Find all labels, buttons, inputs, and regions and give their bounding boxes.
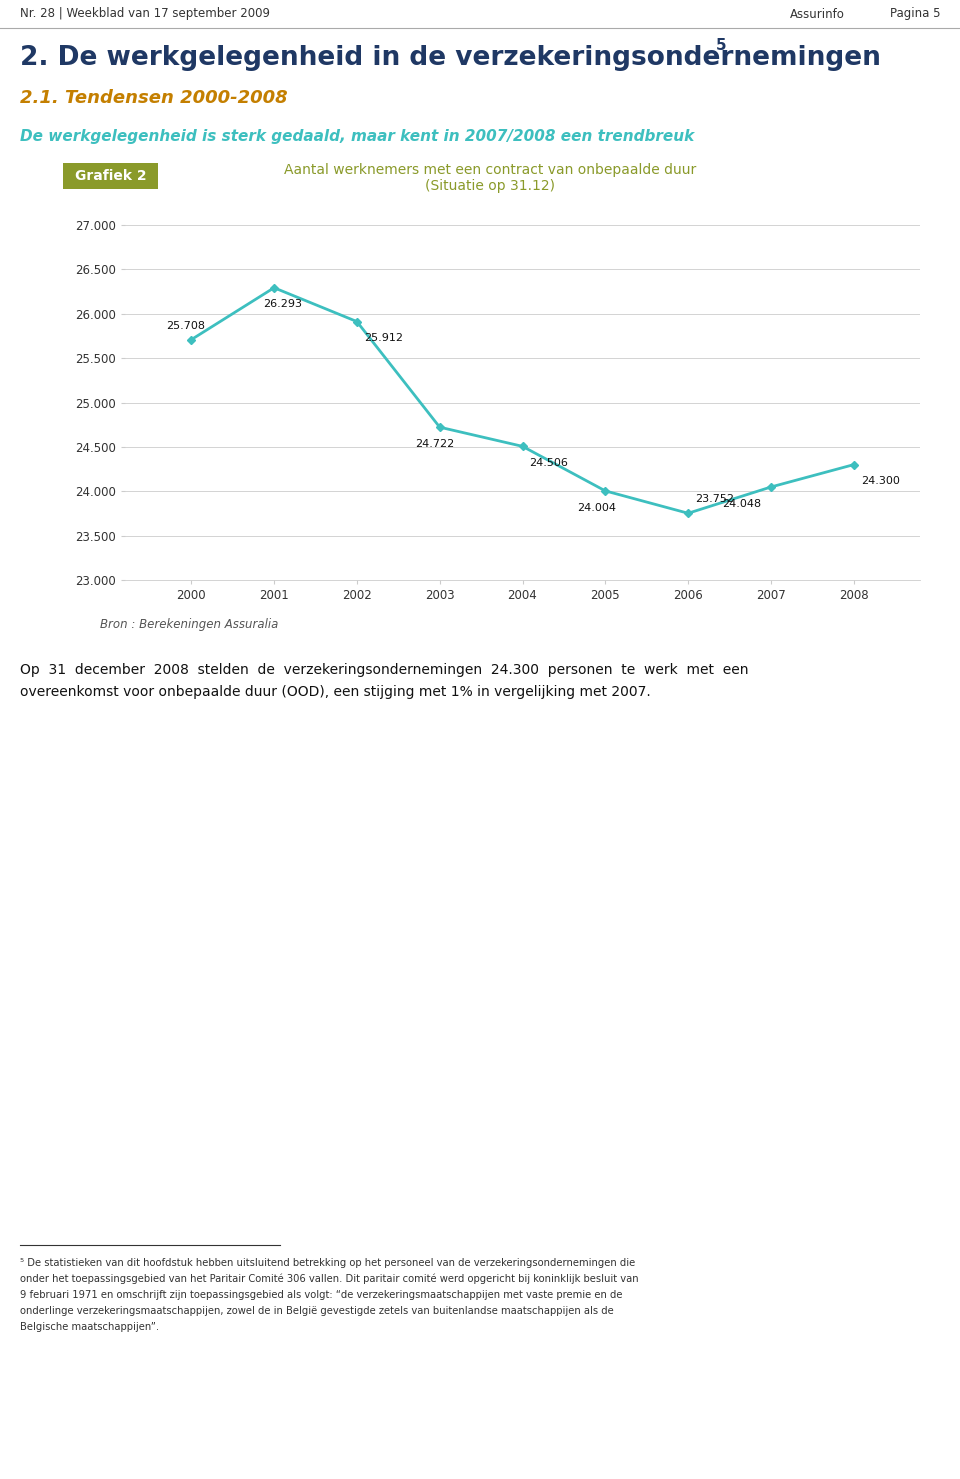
Text: onder het toepassingsgebied van het Paritair Comité 306 vallen. Dit paritair com: onder het toepassingsgebied van het Pari… xyxy=(20,1273,638,1284)
Text: Bron : Berekeningen Assuralia: Bron : Berekeningen Assuralia xyxy=(100,618,278,632)
Text: 23.752: 23.752 xyxy=(695,494,734,504)
Text: Belgische maatschappijen”.: Belgische maatschappijen”. xyxy=(20,1322,159,1333)
Text: 5: 5 xyxy=(716,38,727,53)
Text: 25.708: 25.708 xyxy=(166,321,205,331)
Text: Nr. 28 | Weekblad van 17 september 2009: Nr. 28 | Weekblad van 17 september 2009 xyxy=(20,7,270,21)
Text: 2. De werkgelegenheid in de verzekeringsondernemingen: 2. De werkgelegenheid in de verzekerings… xyxy=(20,44,881,71)
Text: 24.506: 24.506 xyxy=(530,458,568,467)
Text: 24.722: 24.722 xyxy=(415,439,454,448)
Text: De werkgelegenheid is sterk gedaald, maar kent in 2007/2008 een trendbreuk: De werkgelegenheid is sterk gedaald, maa… xyxy=(20,129,694,143)
Text: 2.1. Tendensen 2000-2008: 2.1. Tendensen 2000-2008 xyxy=(20,89,288,106)
Text: 9 februari 1971 en omschrijft zijn toepassingsgebied als volgt: “de verzekerings: 9 februari 1971 en omschrijft zijn toepa… xyxy=(20,1290,622,1300)
FancyBboxPatch shape xyxy=(63,163,158,189)
Text: Op  31  december  2008  stelden  de  verzekeringsondernemingen  24.300  personen: Op 31 december 2008 stelden de verzekeri… xyxy=(20,663,749,677)
Text: onderlinge verzekeringsmaatschappijen, zowel de in België gevestigde zetels van : onderlinge verzekeringsmaatschappijen, z… xyxy=(20,1306,613,1316)
Text: Assurinfo: Assurinfo xyxy=(790,7,845,21)
Text: ⁵ De statistieken van dit hoofdstuk hebben uitsluitend betrekking op het persone: ⁵ De statistieken van dit hoofdstuk hebb… xyxy=(20,1259,636,1268)
Text: (Situatie op 31.12): (Situatie op 31.12) xyxy=(425,179,555,192)
Text: overeenkomst voor onbepaalde duur (OOD), een stijging met 1% in vergelijking met: overeenkomst voor onbepaalde duur (OOD),… xyxy=(20,685,651,700)
Text: Grafiek 2: Grafiek 2 xyxy=(75,169,146,183)
Text: 26.293: 26.293 xyxy=(263,299,302,309)
Text: Pagina 5: Pagina 5 xyxy=(890,7,940,21)
Text: 24.048: 24.048 xyxy=(722,498,761,509)
Text: 24.004: 24.004 xyxy=(578,503,616,513)
Text: 25.912: 25.912 xyxy=(364,333,403,343)
Text: 24.300: 24.300 xyxy=(861,476,900,487)
Text: Aantal werknemers met een contract van onbepaalde duur: Aantal werknemers met een contract van o… xyxy=(284,163,696,177)
